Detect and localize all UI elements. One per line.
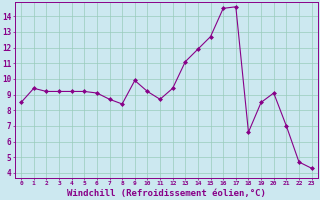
X-axis label: Windchill (Refroidissement éolien,°C): Windchill (Refroidissement éolien,°C) <box>67 189 266 198</box>
